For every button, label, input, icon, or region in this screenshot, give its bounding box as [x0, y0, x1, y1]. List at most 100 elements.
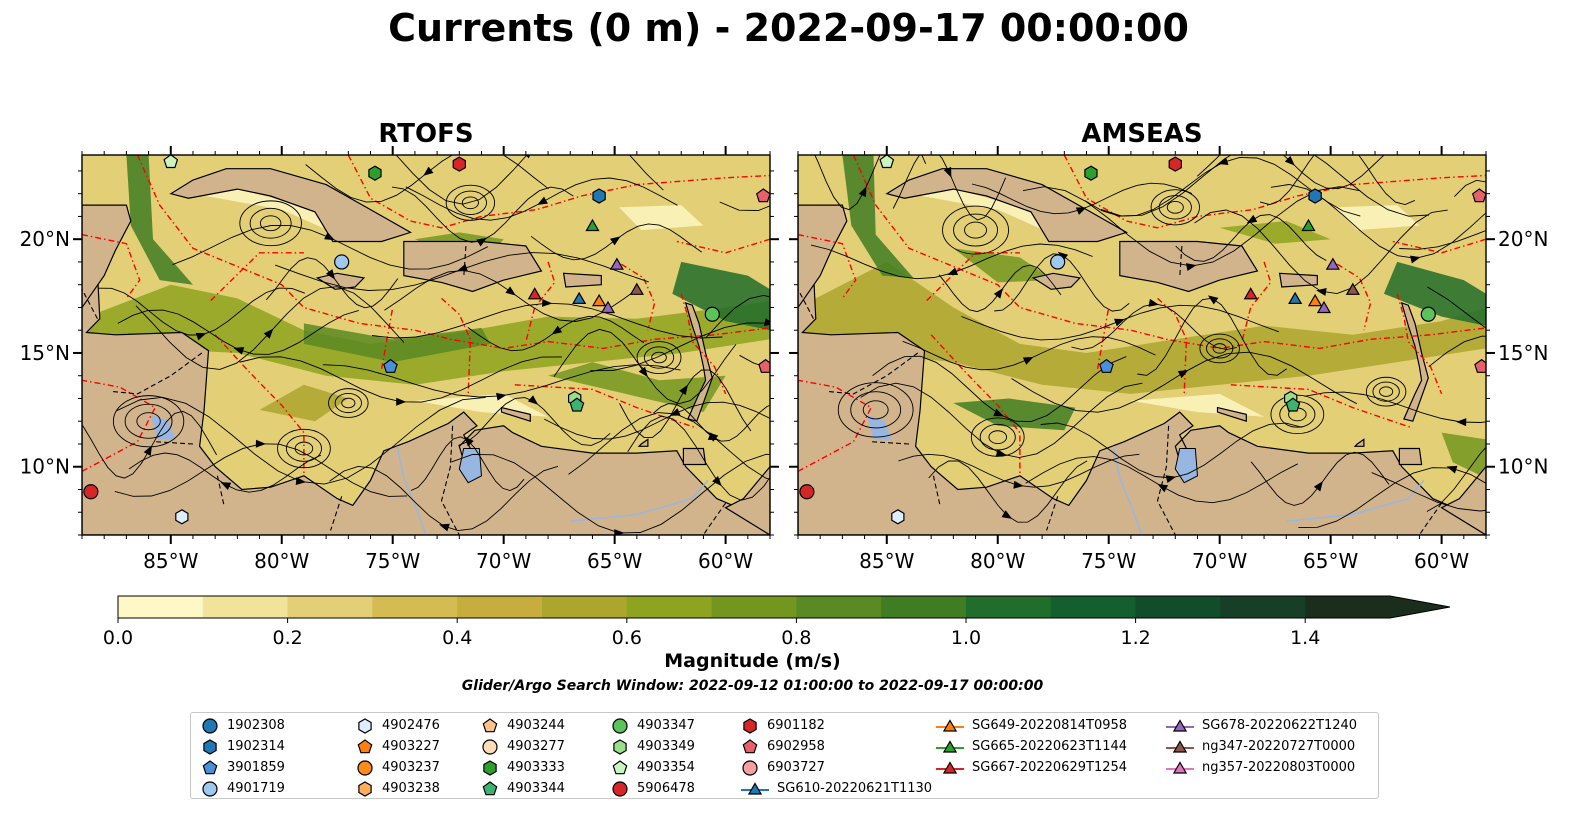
stream-arrow — [457, 263, 468, 272]
stream-arrow — [1185, 263, 1197, 271]
eez-boundary — [210, 252, 304, 302]
map-frame — [797, 154, 1487, 536]
legend-symbol — [612, 780, 628, 797]
platform-4901719 — [334, 254, 350, 270]
streamline — [1426, 286, 1486, 329]
lat-tick-label-right: 15°N — [1498, 341, 1548, 365]
map-frame — [81, 154, 771, 536]
legend-marker — [936, 718, 964, 732]
speed-band — [1219, 221, 1331, 244]
eddy-streamline — [1379, 386, 1394, 397]
legend-item: 1902308 — [201, 715, 285, 736]
stream-arrow — [220, 482, 232, 491]
country-border — [330, 496, 343, 531]
legend-symbol — [203, 738, 217, 755]
eddy-streamline — [953, 213, 998, 247]
eddy-streamline — [651, 351, 667, 364]
legend-symbol — [482, 738, 498, 755]
river-magdalena — [396, 446, 427, 535]
platform-SG678-20220622T1240 — [1325, 257, 1340, 270]
eddy-streamline — [1158, 195, 1192, 220]
legend-marker — [203, 738, 217, 755]
colorbar-tick-label: 1.0 — [951, 627, 981, 649]
legend-symbol — [358, 780, 372, 797]
legend-item: 4902476 — [356, 715, 440, 736]
stream-arrow — [1165, 475, 1177, 483]
country-border — [1046, 496, 1059, 531]
platform-4903333 — [1084, 165, 1098, 181]
legend-marker — [612, 759, 628, 774]
stream-arrow — [1148, 298, 1160, 307]
eez-boundary — [380, 307, 394, 370]
platform-1902314 — [592, 188, 606, 204]
eddy-streamline — [277, 428, 331, 469]
legend-symbol — [202, 759, 218, 774]
legend-symbol — [747, 781, 763, 795]
legend-marker — [202, 780, 218, 797]
country-border — [829, 352, 919, 395]
legend-marker — [482, 738, 498, 755]
colorbar-segment — [881, 596, 967, 618]
colorbar-segment — [966, 596, 1052, 618]
eddy-streamline — [259, 215, 282, 232]
land-islandS — [1353, 438, 1365, 447]
legend-symbol — [612, 759, 628, 774]
stream-arrow — [263, 328, 274, 339]
legend-item: SG665-20220623T1144 — [936, 736, 1127, 757]
legend-label: 4903244 — [507, 718, 565, 733]
legend-symbol — [743, 717, 757, 734]
legend-item: 4903333 — [481, 757, 565, 778]
eddy-streamline — [862, 400, 889, 420]
stream-arrow — [195, 332, 207, 341]
stream-arrow — [1057, 251, 1069, 262]
legend-marker — [1166, 739, 1194, 753]
land-trinidad — [1398, 447, 1423, 466]
stream-arrow — [1409, 255, 1421, 264]
legend-label: 4903347 — [637, 718, 695, 733]
platform-6902958 — [1474, 358, 1486, 373]
platform-SG610-20220621T1130 — [1288, 291, 1303, 304]
legend-symbol — [202, 780, 218, 797]
eez-boundary — [1241, 261, 1272, 342]
platform-6901182 — [1168, 156, 1183, 172]
eddy-streamline — [112, 395, 185, 448]
colorbar-segment — [796, 596, 882, 618]
stream-arrow — [143, 445, 153, 457]
legend-marker — [936, 739, 964, 753]
legend-marker — [482, 780, 498, 795]
stream-arrow — [255, 439, 266, 448]
eddy-streamline — [1199, 333, 1240, 364]
platform-4903344 — [1285, 397, 1301, 412]
country-border — [440, 425, 460, 535]
legend-item: 4903244 — [481, 715, 565, 736]
platform-4903344 — [569, 397, 585, 412]
eddy-streamline — [249, 207, 292, 239]
stream-arrow — [505, 286, 516, 296]
legend-label: 6903727 — [767, 760, 825, 775]
legend-symbol — [612, 717, 628, 734]
eddy-streamline — [837, 382, 914, 438]
stream-arrow — [1548, 211, 1559, 220]
platform-4902476 — [891, 509, 905, 525]
eddy-streamline — [643, 346, 675, 369]
legend-label: 4901719 — [227, 781, 285, 796]
platform-4901719 — [1050, 254, 1066, 270]
legend-item: 4903347 — [611, 715, 695, 736]
stream-arrow — [947, 267, 959, 276]
colorbar-segment — [287, 596, 373, 618]
stream-arrow — [325, 269, 336, 280]
streamline — [1259, 155, 1415, 206]
platform-SG667-20220629T1254 — [527, 287, 542, 300]
eddy-streamline — [294, 441, 314, 456]
stream-arrow — [551, 325, 563, 335]
country-border — [798, 289, 814, 320]
eez-boundary — [82, 379, 157, 472]
map-panels: 85°W 80°W 75°W 70°W 65°W 60°W 85°W 80°W 75°W 70°W… — [20, 146, 1559, 573]
legend-symbol — [942, 718, 958, 732]
platform-3901859 — [383, 358, 398, 373]
legend-label: ng357-20220803T0000 — [1202, 760, 1356, 775]
land-cuba — [169, 168, 412, 243]
eddy-streamline — [328, 388, 369, 418]
stream-arrow — [537, 196, 548, 205]
legend-symbol — [202, 717, 218, 734]
